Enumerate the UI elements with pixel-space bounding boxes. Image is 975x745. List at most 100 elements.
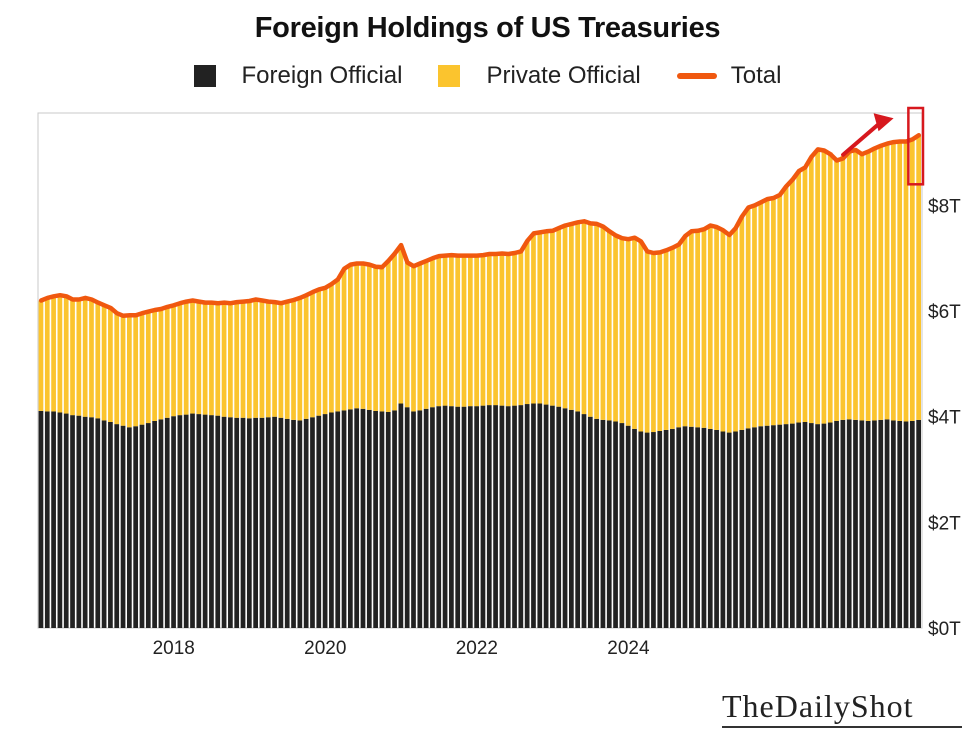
bar-foreign-official bbox=[771, 425, 776, 628]
bar-private-official bbox=[461, 255, 467, 407]
bar-private-official bbox=[695, 230, 700, 428]
bar-private-official bbox=[272, 302, 277, 417]
chart-title: Foreign Holdings of US Treasuries bbox=[254, 12, 721, 44]
bar-foreign-official bbox=[518, 405, 524, 628]
bar-private-official bbox=[619, 238, 625, 424]
bar-foreign-official bbox=[145, 423, 151, 628]
bar-foreign-official bbox=[354, 408, 360, 628]
bar-foreign-official bbox=[38, 410, 44, 628]
bar-foreign-official bbox=[613, 421, 618, 628]
bar-private-official bbox=[733, 228, 738, 432]
bar-private-official bbox=[455, 255, 461, 407]
bar-foreign-official bbox=[310, 417, 315, 628]
bar-private-official bbox=[524, 240, 530, 405]
x-tick-label: 2018 bbox=[153, 638, 195, 659]
bar-foreign-official bbox=[891, 420, 896, 628]
bar-foreign-official bbox=[164, 417, 170, 628]
bar-private-official bbox=[474, 255, 479, 407]
bar-foreign-official bbox=[190, 413, 195, 628]
bar-foreign-official bbox=[600, 419, 606, 628]
bar-foreign-official bbox=[246, 418, 252, 628]
bar-private-official bbox=[133, 315, 139, 427]
bar-private-official bbox=[171, 305, 176, 417]
bar-private-official bbox=[57, 295, 63, 413]
bar-private-official bbox=[196, 301, 202, 415]
bar-foreign-official bbox=[632, 428, 637, 628]
bar-foreign-official bbox=[44, 411, 50, 628]
bar-foreign-official bbox=[569, 409, 574, 628]
bar-foreign-official bbox=[531, 403, 536, 628]
legend-swatch-foreign-official bbox=[193, 65, 216, 87]
bar-foreign-official bbox=[379, 411, 385, 628]
bar-private-official bbox=[726, 235, 732, 433]
bar-foreign-official bbox=[221, 416, 227, 628]
bar-foreign-official bbox=[556, 406, 562, 628]
y-tick-label: $0T bbox=[928, 619, 961, 640]
bar-foreign-official bbox=[745, 428, 751, 628]
bar-private-official bbox=[688, 231, 694, 427]
bar-foreign-official bbox=[139, 424, 145, 628]
bar-private-official bbox=[777, 194, 783, 425]
bar-foreign-official bbox=[152, 420, 157, 628]
bar-foreign-official bbox=[651, 432, 656, 628]
bar-foreign-official bbox=[398, 403, 404, 628]
y-tick-label: $4T bbox=[928, 408, 961, 429]
legend-label-private-official: Private Official bbox=[486, 62, 641, 89]
bar-foreign-official bbox=[259, 417, 265, 628]
bar-foreign-official bbox=[493, 405, 498, 628]
bar-private-official bbox=[411, 266, 416, 412]
bar-private-official bbox=[127, 315, 132, 428]
bar-foreign-official bbox=[158, 419, 164, 628]
bar-private-official bbox=[493, 254, 498, 406]
bar-private-official bbox=[790, 179, 795, 424]
bar-foreign-official bbox=[726, 432, 732, 628]
bar-foreign-official bbox=[455, 406, 461, 628]
bar-private-official bbox=[676, 244, 682, 428]
legend-label-total: Total bbox=[730, 62, 782, 89]
bar-private-official bbox=[556, 228, 562, 407]
bar-private-official bbox=[341, 268, 347, 411]
bar-foreign-official bbox=[404, 407, 410, 628]
legend-swatch-total bbox=[676, 73, 717, 79]
legend: Foreign Official Private Official Total bbox=[0, 62, 975, 90]
bar-private-official bbox=[853, 149, 858, 420]
bar-private-official bbox=[329, 284, 334, 413]
x-tick-label: 2020 bbox=[304, 638, 346, 659]
bar-private-official bbox=[417, 263, 423, 411]
bar-private-official bbox=[183, 301, 189, 415]
bar-private-official bbox=[562, 225, 568, 409]
bar-private-official bbox=[303, 295, 309, 419]
x-tick-label: 2022 bbox=[456, 638, 498, 659]
bar-foreign-official bbox=[802, 422, 808, 628]
bar-private-official bbox=[246, 301, 252, 419]
bar-private-official bbox=[234, 302, 240, 418]
bar-private-official bbox=[701, 229, 707, 428]
bar-private-official bbox=[802, 167, 808, 422]
bar-private-official bbox=[398, 245, 404, 404]
bar-foreign-official bbox=[373, 410, 378, 628]
bar-private-official bbox=[682, 236, 688, 427]
bar-private-official bbox=[632, 237, 637, 429]
bar-private-official bbox=[714, 227, 719, 430]
bar-foreign-official bbox=[196, 414, 202, 628]
bar-foreign-official bbox=[594, 418, 599, 628]
bar-foreign-official bbox=[808, 423, 814, 628]
bar-foreign-official bbox=[562, 408, 568, 628]
bar-private-official bbox=[278, 303, 284, 418]
bar-foreign-official bbox=[695, 427, 700, 628]
bar-private-official bbox=[518, 251, 524, 406]
bar-private-official bbox=[436, 256, 442, 407]
bar-foreign-official bbox=[815, 424, 820, 628]
annotation-highlight-box bbox=[907, 106, 925, 186]
bar-private-official bbox=[651, 252, 656, 433]
bar-private-official bbox=[537, 232, 543, 404]
bar-private-official bbox=[70, 299, 75, 416]
bar-foreign-official bbox=[114, 424, 120, 628]
bar-private-official bbox=[152, 310, 157, 421]
bar-private-official bbox=[613, 235, 618, 422]
bar-private-official bbox=[310, 292, 315, 418]
bar-foreign-official bbox=[783, 424, 789, 628]
bar-foreign-official bbox=[657, 430, 663, 628]
bar-foreign-official bbox=[133, 426, 139, 628]
bar-foreign-official bbox=[796, 422, 802, 628]
